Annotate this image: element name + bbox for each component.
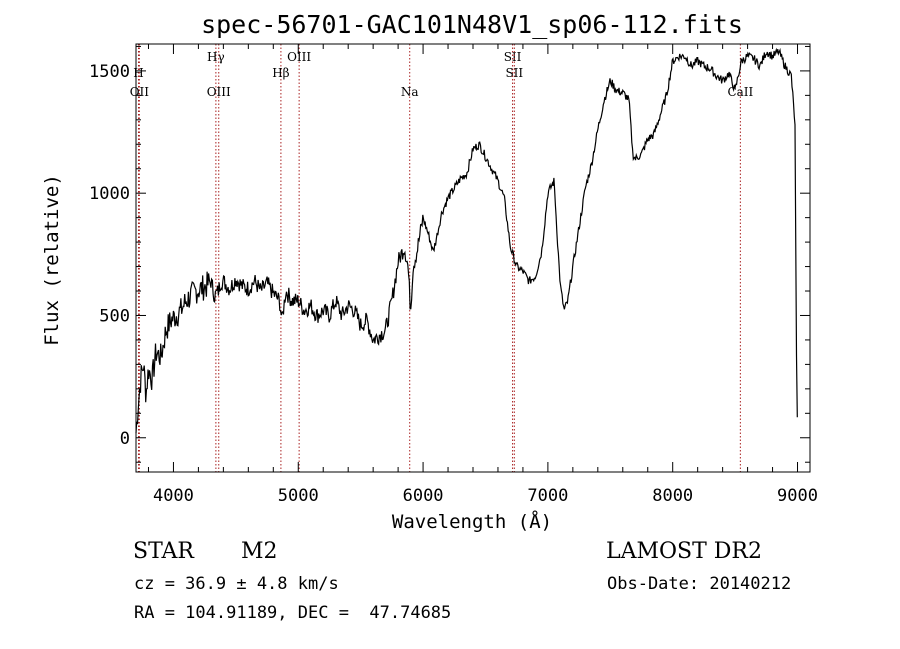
x-tick-label: 5000 xyxy=(278,486,319,506)
x-axis-label: Wavelength (Å) xyxy=(392,510,552,533)
object-subclass: M2 xyxy=(241,539,278,564)
x-tick-label: 6000 xyxy=(403,486,444,506)
y-tick-label: 1500 xyxy=(89,62,130,82)
spectral-line-markers: H OII Hγ OIII Hβ OIII Na SII SII CaII xyxy=(130,44,754,472)
survey-name: LAMOST DR2 xyxy=(606,539,762,564)
redshift-text: cz = 36.9 ± 4.8 km/s xyxy=(134,574,339,594)
axis-ticks: 4000 5000 6000 7000 8000 9000 0 500 1000 1500 xyxy=(89,44,818,506)
x-tick-label: 7000 xyxy=(527,486,568,506)
x-tick-label: 9000 xyxy=(777,486,818,506)
line-label: CaII xyxy=(727,85,753,99)
line-label: Hβ xyxy=(272,66,289,80)
spectrum-line xyxy=(135,47,798,434)
line-label: SII xyxy=(505,66,523,80)
x-tick-label: 8000 xyxy=(652,486,693,506)
line-label: Hγ xyxy=(207,50,225,64)
chart-title: spec-56701-GAC101N48V1_sp06-112.fits xyxy=(201,10,743,39)
plot-frame xyxy=(135,43,811,473)
object-class: STAR xyxy=(133,539,194,564)
coordinates-text: RA = 104.91189, DEC = 47.74685 xyxy=(134,603,452,623)
observation-date: Obs-Date: 20140212 xyxy=(607,574,792,594)
y-axis-label: Flux (relative) xyxy=(41,174,63,346)
line-label: OII xyxy=(130,85,150,99)
line-label: OIII xyxy=(207,85,231,99)
line-label: H xyxy=(133,66,143,80)
line-label: SII xyxy=(504,50,522,64)
y-tick-label: 0 xyxy=(120,429,130,449)
y-tick-label: 1000 xyxy=(89,184,130,204)
line-label: Na xyxy=(401,85,419,99)
y-tick-label: 500 xyxy=(99,306,130,326)
line-label: OIII xyxy=(287,50,311,64)
x-tick-label: 4000 xyxy=(153,486,194,506)
